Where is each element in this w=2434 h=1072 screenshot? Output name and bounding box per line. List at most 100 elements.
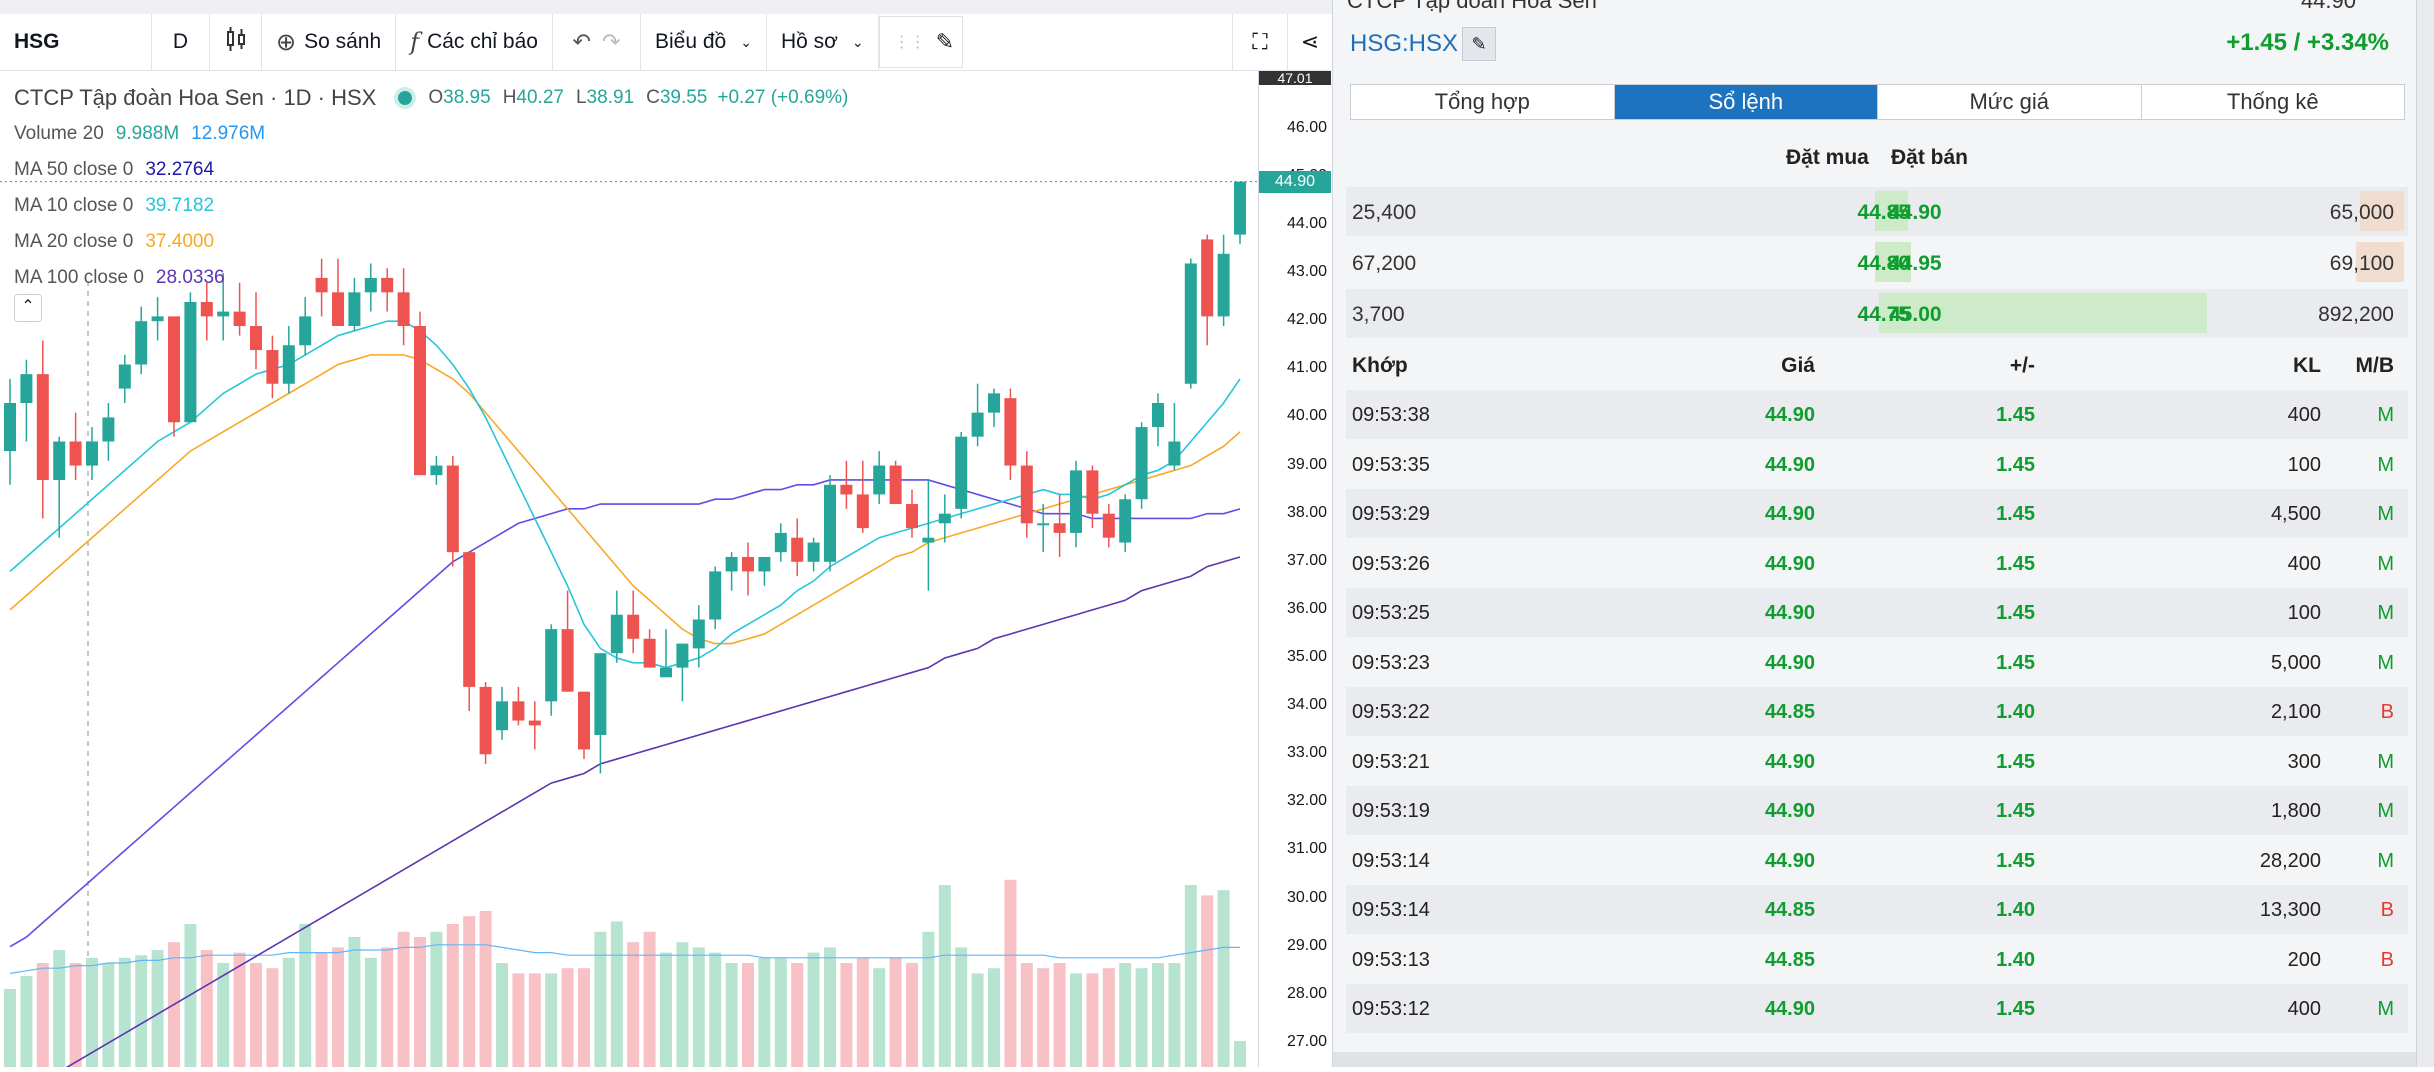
ask-volume: 65,000 — [2329, 201, 2394, 224]
legend-ma50-row[interactable]: MA 50 close 0 32.2764 — [14, 152, 848, 188]
trade-volume: 5,000 — [2270, 651, 2321, 674]
candle-body — [807, 542, 820, 562]
tab-statistics[interactable]: Thống kê — [2226, 89, 2319, 114]
volume-bar — [200, 950, 213, 1067]
bid-header: Đặt mua — [1786, 146, 1869, 169]
tab-price-levels[interactable]: Mức giá — [1878, 85, 2142, 119]
volume-bar — [250, 963, 262, 1067]
candle-body — [676, 643, 689, 668]
pencil-icon: ✎ — [1471, 34, 1487, 54]
trade-row[interactable]: 09:53:19 44.90 1.45 1,800 M — [1346, 786, 2408, 835]
price-tick-label: 46.00 — [1286, 118, 1327, 136]
chart-plot-area[interactable] — [0, 71, 1258, 1072]
share-icon: ⋖ — [1300, 29, 1320, 54]
chevron-down-icon: ⌄ — [851, 33, 864, 50]
order-book-row[interactable]: 3,700 44.75 45.00 892,200 — [1346, 289, 2408, 338]
chart-svg[interactable] — [0, 71, 1258, 1072]
volume-bar — [922, 931, 935, 1067]
volume-bar — [1070, 973, 1082, 1067]
trade-row[interactable]: 09:53:26 44.90 1.45 400 M — [1346, 539, 2408, 588]
chart-style-button[interactable] — [210, 14, 262, 70]
undo-icon[interactable]: ↶ — [572, 29, 591, 54]
change-value: +0.27 (+0.69%) — [717, 87, 849, 108]
low-value: 38.91 — [586, 87, 635, 108]
ask-volume-bar — [2360, 191, 2404, 231]
interval-button[interactable]: D — [152, 14, 210, 70]
trade-row[interactable]: 09:53:23 44.90 1.45 5,000 M — [1346, 638, 2408, 687]
bid-volume: 3,700 — [1352, 303, 1405, 326]
trade-price: 44.90 — [1764, 750, 1815, 773]
order-book-row[interactable]: 67,200 44.80 44.95 69,100 — [1346, 238, 2408, 287]
trade-row[interactable]: 09:53:35 44.90 1.45 100 M — [1346, 440, 2408, 489]
trade-row[interactable]: 09:53:12 44.90 1.45 400 M — [1346, 984, 2408, 1033]
chart-menu-button[interactable]: Biểu đồ ⌄ — [641, 14, 767, 70]
trade-row[interactable]: 09:53:14 44.85 1.40 13,300 B — [1346, 885, 2408, 934]
price-tick-label: 27.00 — [1286, 1032, 1327, 1050]
trade-change: 1.40 — [1996, 899, 2035, 921]
volume-bar — [217, 963, 230, 1067]
price-tick-label: 28.00 — [1286, 984, 1327, 1002]
price-tick-label: 29.00 — [1286, 936, 1327, 954]
indicators-button[interactable]: f Các chỉ báo — [396, 14, 553, 70]
volume-bar — [1037, 968, 1050, 1067]
trade-price: 44.90 — [1764, 453, 1815, 476]
candle-body — [496, 701, 508, 731]
chevron-up-icon: ⌃ — [21, 298, 35, 315]
order-book-row[interactable]: 25,400 44.85 44.90 65,000 — [1346, 187, 2408, 236]
side-scroll-strip[interactable] — [2416, 0, 2434, 1067]
candle-body — [840, 484, 853, 495]
trade-volume: 400 — [2287, 404, 2321, 426]
legend-ma100-row[interactable]: MA 100 close 0 28.0336 — [14, 260, 848, 296]
volume-bar — [69, 963, 82, 1067]
volume-bar — [4, 989, 16, 1067]
legend-ma10-row[interactable]: MA 10 close 0 39.7182 — [14, 188, 848, 224]
trade-row[interactable]: 09:53:29 44.90 1.45 4,500 M — [1346, 489, 2408, 538]
trade-price: 44.90 — [1764, 503, 1815, 525]
drawing-tools-button[interactable]: ⋮⋮ ✎ — [878, 16, 963, 68]
symbol-search-button[interactable]: HSG — [0, 14, 152, 70]
candle-body — [1102, 513, 1115, 538]
volume-bar — [856, 957, 869, 1067]
candle-body — [889, 465, 902, 505]
trade-row[interactable]: 09:53:13 44.85 1.40 200 B — [1346, 935, 2408, 984]
ma100-label: MA 100 close 0 — [14, 267, 144, 288]
bid-volume: 67,200 — [1352, 252, 1417, 275]
candle-body — [233, 311, 246, 327]
ma50-line — [9, 479, 1241, 948]
trade-row[interactable]: 09:53:22 44.85 1.40 2,100 B — [1346, 687, 2408, 736]
trade-change: 1.45 — [1996, 453, 2035, 476]
price-axis[interactable]: 47.01 46.0045.0044.0043.0042.0041.0040.0… — [1258, 71, 1333, 1067]
compare-button[interactable]: ⊕ So sánh — [262, 14, 397, 70]
trade-row[interactable]: 09:53:14 44.90 1.45 28,200 M — [1346, 836, 2408, 885]
collapse-legend-button[interactable]: ⌃ — [14, 294, 42, 322]
redo-icon[interactable]: ↷ — [602, 29, 621, 54]
volume-bar — [988, 968, 1000, 1067]
candle-body — [282, 345, 295, 384]
candle-body — [135, 321, 148, 365]
candle-body — [479, 686, 492, 755]
candle-body — [545, 629, 558, 702]
fullscreen-icon: ⛶ — [1252, 29, 1268, 54]
profile-menu-button[interactable]: Hồ sơ ⌄ — [767, 14, 879, 70]
volume-bar — [397, 931, 410, 1067]
trade-side: M — [2377, 453, 2394, 476]
ticker-link[interactable]: HSG:HSX — [1350, 30, 1459, 57]
panel-bottom-bar — [1333, 1052, 2416, 1067]
fullscreen-button[interactable]: ⛶ — [1232, 14, 1288, 70]
volume-bar — [1102, 968, 1115, 1067]
trade-row[interactable]: 09:53:25 44.90 1.45 100 M — [1346, 588, 2408, 637]
volume-bar — [758, 957, 771, 1067]
trade-time: 09:53:29 — [1352, 503, 1430, 525]
trade-row[interactable]: 09:53:21 44.90 1.45 300 M — [1346, 737, 2408, 786]
candle-body — [791, 537, 804, 562]
candle-body — [364, 277, 377, 293]
edit-symbol-button[interactable]: ✎ — [1462, 27, 1496, 61]
share-button[interactable]: ⋖ — [1288, 14, 1332, 70]
legend-volume-row[interactable]: Volume 20 9.988M 12.976M — [14, 116, 848, 152]
tab-order-book[interactable]: Sổ lệnh — [1614, 85, 1878, 119]
trade-change: 1.45 — [1996, 849, 2035, 872]
legend-ma20-row[interactable]: MA 20 close 0 37.4000 — [14, 224, 848, 260]
tab-overview[interactable]: Tổng hợp — [1351, 85, 1615, 119]
volume-bar — [20, 976, 33, 1067]
trade-row[interactable]: 09:53:38 44.90 1.45 400 M — [1346, 390, 2408, 439]
